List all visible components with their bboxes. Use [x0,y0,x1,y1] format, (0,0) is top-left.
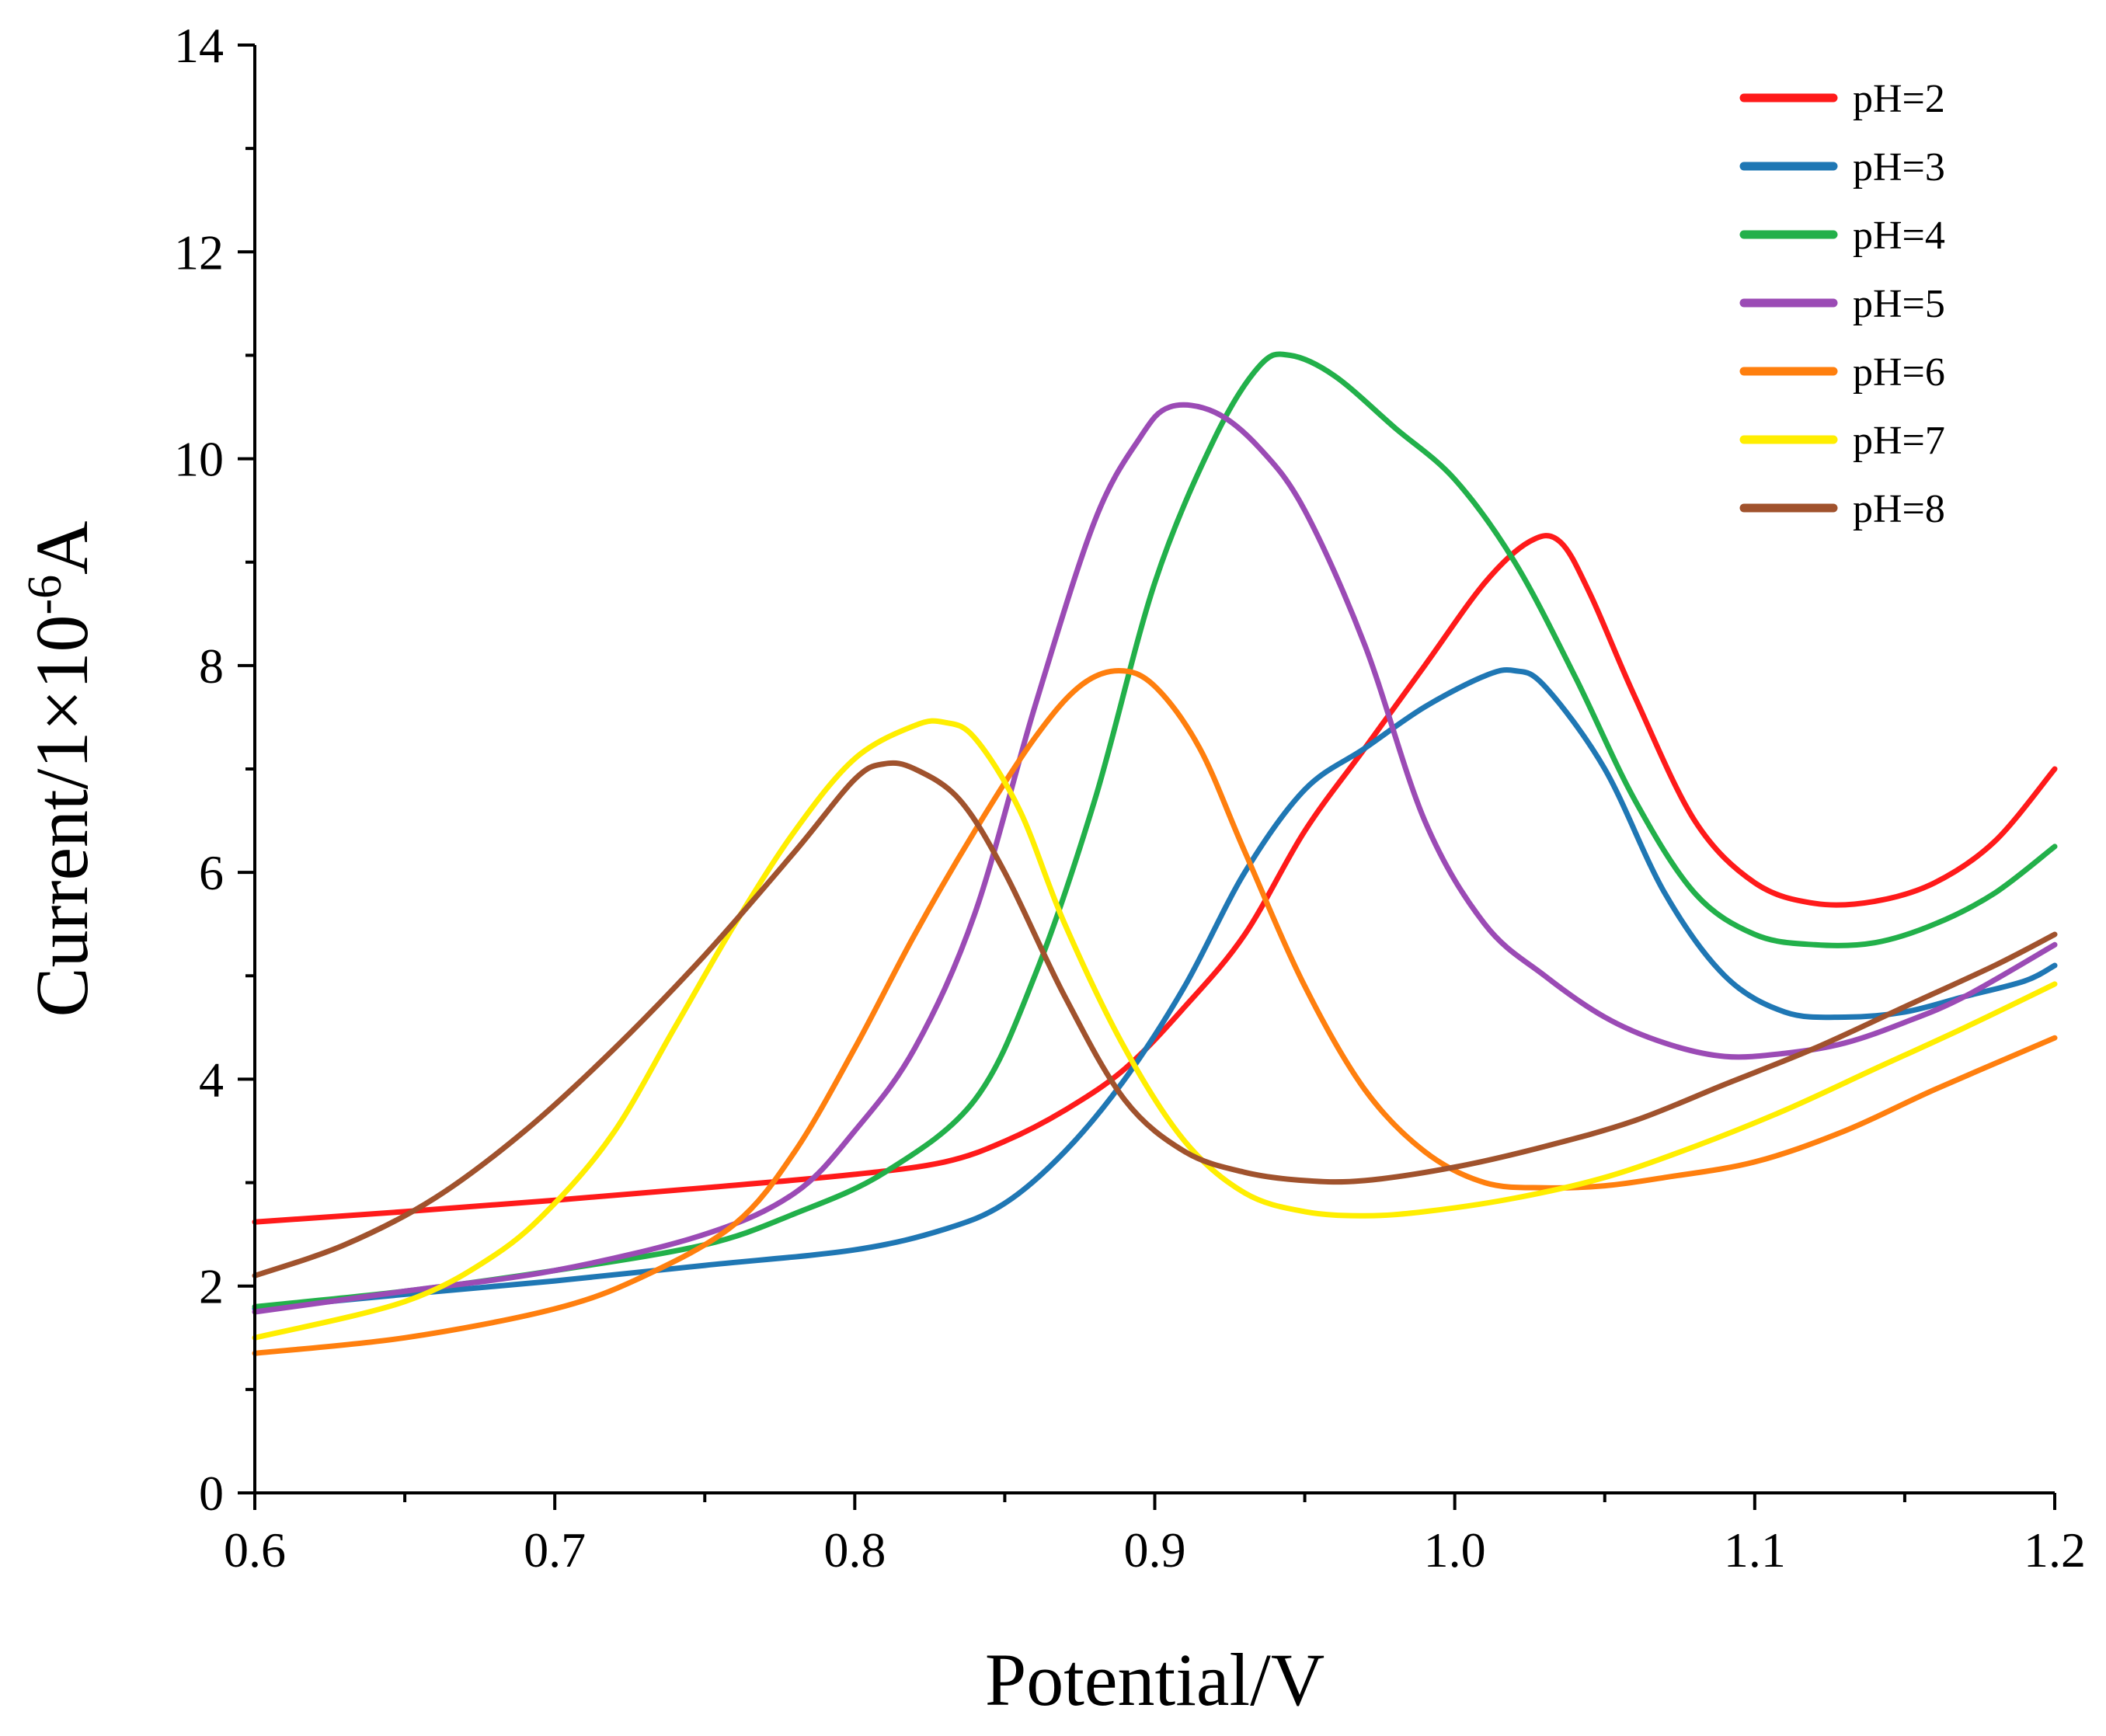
y-tick-label: 8 [199,638,224,694]
y-tick-label: 6 [199,845,224,900]
y-ticks: 0 2 4 6 8 10 12 14 [174,18,255,1521]
x-tick-label: 1.2 [2024,1522,2086,1578]
y-tick-label: 14 [174,18,224,73]
legend-label-ph-7: pH=7 [1853,419,1945,463]
series-line-ph-2 [252,533,2058,1225]
x-tick-label: 1.0 [1424,1522,1486,1578]
series-line-ph-3 [252,667,2058,1312]
x-tick-label: 0.9 [1124,1522,1186,1578]
x-tick-label: 0.7 [524,1522,586,1578]
series-line-ph-6 [252,668,2058,1356]
y-tick-label: 2 [199,1259,224,1314]
y-axis-title-exponent: -6 [19,575,71,615]
series-line-ph-4 [252,351,2058,1310]
y-tick-label: 10 [174,432,224,487]
x-tick-label: 0.6 [224,1522,286,1578]
legend-label-ph-4: pH=4 [1853,214,1945,258]
x-tick-label: 1.1 [1724,1522,1786,1578]
x-tick-label: 0.8 [823,1522,886,1578]
series-layer [252,351,2058,1356]
series-line-ph-8 [252,760,2058,1279]
legend-label-ph-6: pH=6 [1853,350,1945,395]
y-tick-label: 4 [199,1052,224,1107]
x-axis-title: Potential/V [985,1638,1325,1721]
y-tick-label: 0 [199,1466,224,1521]
y-axis-title-suffix: A [20,520,103,574]
series-line-ph-5 [252,402,2058,1315]
series-line-ph-7 [252,718,2058,1341]
legend-label-ph-8: pH=8 [1853,487,1945,531]
y-axis-title: Current/1×10-6A [19,520,103,1017]
legend-label-ph-2: pH=2 [1853,77,1945,121]
y-tick-label: 12 [174,224,224,280]
legend: pH=2 pH=3 pH=4 pH=5 pH=6 pH=7 pH=8 [1739,77,1945,531]
x-ticks: 0.6 0.7 0.8 0.9 1.0 1.1 1.2 [224,1493,2086,1578]
legend-label-ph-5: pH=5 [1853,282,1945,326]
legend-label-ph-3: pH=3 [1853,145,1945,190]
y-axis-title-prefix: Current/1×10 [20,614,103,1017]
